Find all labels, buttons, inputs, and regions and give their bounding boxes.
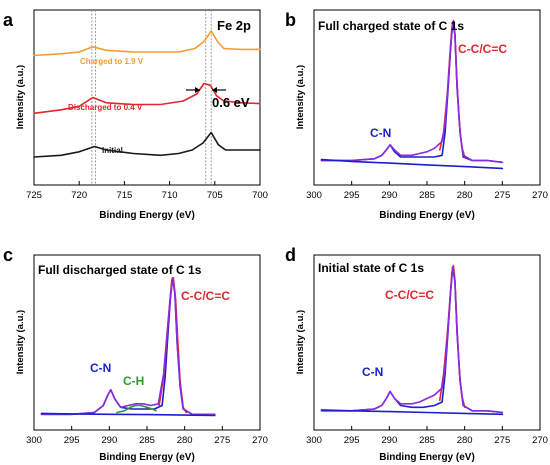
y-axis-label: Intensity (a.u.) xyxy=(295,65,306,129)
x-tick-label: 300 xyxy=(306,435,322,446)
x-tick-label: 705 xyxy=(207,190,223,201)
peak-label-c-n: C-N xyxy=(90,361,111,375)
series-line-2 xyxy=(33,131,261,158)
x-tick-label: 280 xyxy=(177,435,193,446)
x-ticks: 300 295 290 285 280 275 270 xyxy=(306,181,548,201)
shift-arrows xyxy=(186,87,226,93)
series-lines xyxy=(33,30,261,158)
x-tick-label: 720 xyxy=(71,190,87,201)
x-axis-label: Binding Energy (eV) xyxy=(379,452,475,463)
series-line-3 xyxy=(40,277,216,416)
series-line-1 xyxy=(33,82,261,115)
panel-letter: d xyxy=(285,245,296,265)
plot-frame xyxy=(313,9,541,186)
series-label-initial: Initial xyxy=(102,146,123,155)
panel-c: c 300 295 290 285 280 275 270 Full discharged … xyxy=(3,245,268,463)
peak-label-c-n: C-N xyxy=(370,126,391,140)
x-tick-label: 285 xyxy=(139,435,155,446)
y-axis-label: Intensity (a.u.) xyxy=(15,310,26,374)
plot-frame xyxy=(33,9,261,186)
x-tick-label: 700 xyxy=(252,190,268,201)
x-tick-label: 285 xyxy=(419,435,435,446)
peak-label-c-c: C-C/C=C xyxy=(181,289,230,303)
y-axis-label: Intensity (a.u.) xyxy=(295,310,306,374)
panel-letter: a xyxy=(3,10,14,30)
chart-title: Initial state of C 1s xyxy=(318,261,424,275)
plot-frame xyxy=(33,254,261,431)
peak-label-c-c: C-C/C=C xyxy=(458,42,507,56)
x-tick-label: 710 xyxy=(162,190,178,201)
series-line-1 xyxy=(116,404,157,414)
panel-b: b 300 295 290 285 280 275 270 Full charged sta… xyxy=(285,9,548,221)
series-lines xyxy=(320,264,504,416)
y-axis-label: Intensity (a.u.) xyxy=(15,65,26,129)
x-tick-label: 290 xyxy=(101,435,117,446)
panel-a: a 725 720 715 710 705 700 Fe 2p Charged to 1.… xyxy=(3,9,268,221)
chart-title: Fe 2p xyxy=(217,18,251,33)
x-axis-label: Binding Energy (eV) xyxy=(99,452,195,463)
x-tick-label: 270 xyxy=(532,435,548,446)
x-axis-label: Binding Energy (eV) xyxy=(99,210,195,221)
x-tick-label: 290 xyxy=(381,190,397,201)
x-tick-label: 285 xyxy=(419,190,435,201)
series-line-2 xyxy=(320,21,504,164)
x-tick-label: 270 xyxy=(532,190,548,201)
series-line-4 xyxy=(40,412,216,417)
shift-label: 0.6 eV xyxy=(212,95,250,110)
x-tick-label: 715 xyxy=(116,190,132,201)
panel-letter: c xyxy=(3,245,13,265)
peak-label-c-h: C-H xyxy=(123,374,144,388)
x-tick-label: 295 xyxy=(344,435,360,446)
series-lines xyxy=(40,277,216,417)
x-tick-label: 295 xyxy=(344,190,360,201)
x-tick-label: 295 xyxy=(64,435,80,446)
chart-title: Full discharged state of C 1s xyxy=(38,263,202,277)
series-line-0 xyxy=(33,30,261,57)
x-ticks: 725 720 715 710 705 700 xyxy=(26,181,268,201)
series-label-charged: Charged to 1.9 V xyxy=(80,57,144,66)
x-tick-label: 270 xyxy=(252,435,268,446)
x-tick-label: 275 xyxy=(494,435,510,446)
panel-d: d 300 295 290 285 280 275 270 Initial state of… xyxy=(285,245,548,463)
series-line-3 xyxy=(320,409,504,416)
series-lines xyxy=(320,19,504,170)
x-tick-label: 275 xyxy=(214,435,230,446)
series-line-3 xyxy=(320,158,504,170)
x-tick-label: 280 xyxy=(457,190,473,201)
peak-label-c-c: C-C/C=C xyxy=(385,288,434,302)
x-tick-label: 725 xyxy=(26,190,42,201)
x-axis-label: Binding Energy (eV) xyxy=(379,210,475,221)
panel-letter: b xyxy=(285,10,296,30)
series-label-discharged: Discharged to 0.4 V xyxy=(68,103,143,112)
x-tick-label: 280 xyxy=(457,435,473,446)
x-tick-label: 300 xyxy=(306,190,322,201)
x-tick-label: 290 xyxy=(381,435,397,446)
plot-frame xyxy=(313,254,541,431)
series-line-2 xyxy=(320,266,504,414)
x-tick-label: 300 xyxy=(26,435,42,446)
x-ticks: 300 295 290 285 280 275 270 xyxy=(26,426,268,446)
reference-lines xyxy=(91,10,212,185)
x-tick-label: 275 xyxy=(494,190,510,201)
peak-label-c-n: C-N xyxy=(362,365,383,379)
x-ticks: 300 295 290 285 280 275 270 xyxy=(306,426,548,446)
chart-title: Full charged state of C 1s xyxy=(318,19,464,33)
